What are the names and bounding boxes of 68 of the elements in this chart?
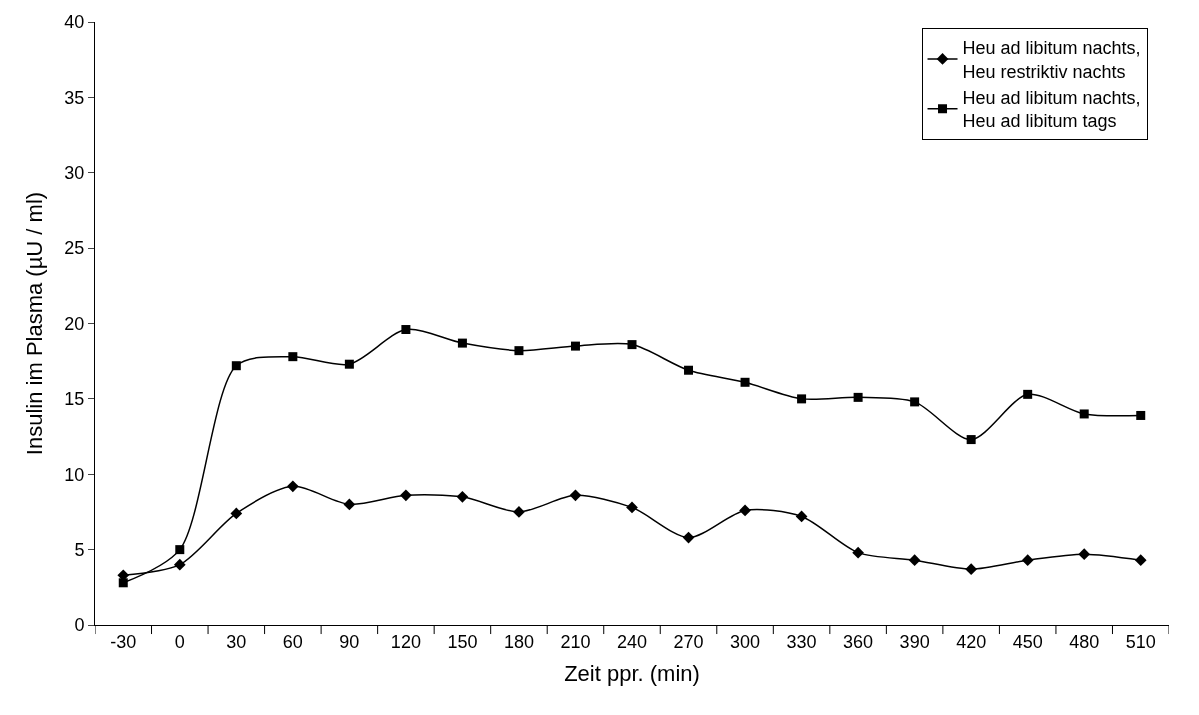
point (173, 558, 186, 571)
y-tick-label: 15 (64, 389, 85, 410)
point (344, 359, 354, 369)
point (627, 340, 637, 350)
y-tick-label: 25 (64, 238, 85, 259)
point (1136, 410, 1146, 420)
x-tick-label: 0 (174, 631, 185, 652)
x-tick-label: 390 (899, 631, 930, 652)
point (288, 352, 298, 362)
point (1023, 389, 1033, 399)
point (456, 491, 469, 503)
point (118, 578, 128, 588)
point (853, 392, 863, 402)
point (230, 507, 243, 520)
point (740, 377, 750, 387)
point (175, 545, 185, 555)
point (1078, 548, 1091, 560)
y-tick-label: 30 (64, 163, 85, 184)
y-tick-label: 10 (64, 464, 85, 485)
x-tick-label: -30 (110, 631, 137, 652)
point (684, 365, 694, 375)
x-tick-label: 330 (786, 631, 817, 652)
point (910, 397, 920, 407)
point (908, 554, 921, 567)
x-axis-title: Zeit ppr. (min) (564, 661, 700, 687)
y-tick-label: 40 (64, 12, 85, 33)
x-tick-label: 420 (956, 631, 987, 652)
point (797, 394, 807, 404)
point (570, 341, 580, 351)
point (1079, 409, 1089, 419)
point (795, 510, 808, 523)
point (231, 361, 241, 371)
y-tick-label: 0 (74, 615, 85, 636)
point (626, 501, 638, 514)
x-tick-label: 510 (1125, 631, 1156, 652)
x-tick-label: 480 (1069, 631, 1100, 652)
y-tick-label: 5 (74, 539, 85, 560)
point (739, 504, 751, 517)
point (286, 480, 299, 493)
x-tick-label: 270 (673, 631, 704, 652)
point (852, 546, 864, 559)
x-tick-label: 450 (1012, 631, 1043, 652)
y-axis-title: Insulin im Plasma (µU / ml) (22, 191, 48, 456)
y-tick-label: 35 (64, 87, 85, 108)
x-tick-label: 90 (339, 631, 360, 652)
x-tick-label: 150 (447, 631, 478, 652)
point (457, 338, 467, 348)
x-tick-label: 360 (843, 631, 874, 652)
point (965, 563, 978, 576)
point (400, 489, 412, 502)
x-tick-label: 30 (226, 631, 247, 652)
point (966, 435, 976, 445)
point (569, 489, 582, 502)
point (1134, 554, 1147, 567)
point (1021, 554, 1034, 567)
x-tick-label: 60 (282, 631, 303, 652)
legend-label: Heu ad libitum nachts, Heu restriktiv nachts (962, 38, 1141, 82)
point (401, 325, 411, 335)
point (343, 498, 356, 511)
x-tick-label: 240 (616, 631, 648, 652)
x-tick-label: 210 (560, 631, 591, 652)
point (514, 346, 524, 356)
point (682, 531, 695, 544)
y-tick-label: 20 (64, 313, 85, 334)
legend-label: Heu ad libitum nachts, Heu ad libitum tags (962, 88, 1141, 132)
x-tick-label: 300 (730, 631, 761, 652)
x-tick-label: 120 (390, 631, 421, 652)
x-tick-label: 180 (503, 631, 534, 652)
